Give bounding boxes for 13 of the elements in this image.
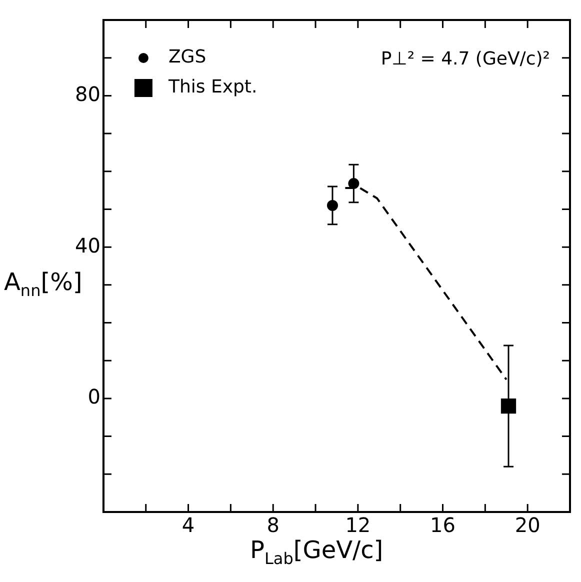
legend-label: ZGS: [168, 46, 206, 68]
x-axis-title: P$_{Lab}$[GeV/c]: [250, 536, 384, 568]
y-tick-label: 80: [74, 82, 100, 106]
x-tick-label: 4: [182, 513, 195, 538]
y-axis-title: A$_{nn}$[%]: [4, 268, 82, 300]
x-tick-label: 20: [514, 513, 540, 538]
y-tick-label: 40: [74, 233, 100, 258]
legend-label: This Expt.: [167, 76, 258, 98]
y-tick-label: 0: [88, 384, 100, 409]
x-tick-label: 12: [345, 513, 371, 538]
annotation: P⊥² = 4.7 (GeV/c)²: [380, 48, 550, 70]
x-tick-label: 8: [266, 513, 280, 538]
x-tick-label: 16: [430, 513, 456, 538]
